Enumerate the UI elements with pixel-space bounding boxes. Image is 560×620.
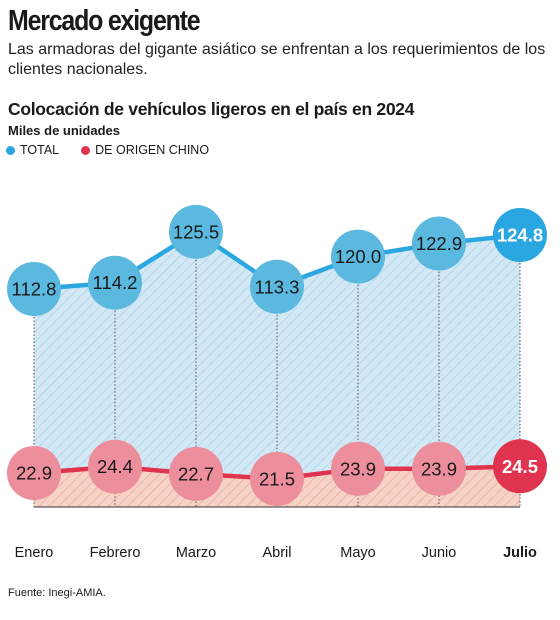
legend-dot-chinese-origin — [81, 145, 91, 155]
data-marker — [7, 446, 61, 500]
data-label: 21.5 — [259, 468, 295, 489]
source-note: Fuente: Inegi-AMIA. — [8, 587, 106, 599]
data-label: 23.9 — [340, 458, 376, 479]
data-marker — [493, 208, 547, 262]
data-marker — [331, 441, 385, 496]
data-point: 114.2 — [88, 255, 142, 310]
data-label: 122.9 — [416, 233, 462, 254]
legend-item-total: TOTAL — [6, 143, 59, 157]
data-marker — [88, 439, 142, 494]
data-point: 23.9 — [412, 441, 466, 496]
data-label: 22.7 — [178, 463, 214, 484]
data-marker — [331, 229, 385, 284]
legend-dot-total — [6, 145, 15, 155]
data-marker — [169, 446, 223, 501]
data-marker — [250, 451, 304, 506]
legend: TOTAL DE ORIGEN CHINO — [6, 143, 231, 157]
data-label: 24.5 — [502, 456, 538, 477]
data-point: 22.7 — [169, 446, 223, 501]
data-point: 22.9 — [7, 446, 61, 500]
data-label: 125.5 — [173, 221, 219, 242]
data-label: 23.9 — [421, 458, 457, 479]
data-marker — [412, 216, 466, 271]
page-title: Mercado exigente — [8, 5, 201, 37]
legend-label-total: TOTAL — [20, 143, 60, 157]
data-label: 114.2 — [93, 272, 138, 293]
data-point: 120.0 — [331, 229, 385, 284]
data-point: 122.9 — [412, 216, 466, 271]
data-label: 24.4 — [97, 456, 133, 477]
data-point: 125.5 — [169, 204, 223, 259]
data-point: 112.8 — [7, 262, 61, 316]
data-marker — [412, 441, 466, 496]
data-marker — [88, 255, 142, 310]
legend-label-chinese-origin: DE ORIGEN CHINO — [95, 143, 210, 157]
data-label: 112.8 — [12, 279, 57, 300]
data-marker — [493, 439, 547, 494]
legend-item-chinese-origin: DE ORIGEN CHINO — [81, 143, 209, 157]
x-tick-label: Julio — [503, 545, 537, 561]
x-tick-label: Mayo — [340, 545, 375, 561]
data-marker — [250, 259, 304, 314]
x-tick-label: Junio — [422, 545, 457, 561]
x-tick-label: Abril — [262, 545, 291, 561]
x-tick-label: Marzo — [176, 545, 216, 561]
area-total — [34, 231, 520, 507]
data-marker — [7, 262, 61, 316]
x-tick-label: Enero — [15, 545, 54, 561]
data-marker — [169, 204, 223, 259]
data-label: 124.8 — [497, 225, 543, 246]
unit-label: Miles de unidades — [8, 123, 120, 138]
data-point: 23.9 — [331, 441, 385, 496]
page-subtitle: Las armadoras del gigante asiático se en… — [8, 41, 546, 78]
data-label: 120.0 — [335, 246, 381, 267]
data-point: 24.5 — [493, 439, 547, 494]
data-point: 113.3 — [250, 259, 304, 314]
data-point: 21.5 — [250, 451, 304, 506]
data-label: 22.9 — [16, 463, 52, 484]
data-point: 124.8 — [493, 208, 547, 262]
x-tick-label: Febrero — [90, 545, 141, 561]
data-point: 24.4 — [88, 439, 142, 494]
data-label: 113.3 — [255, 276, 300, 297]
chart-title: Colocación de vehículos ligeros en el pa… — [8, 99, 415, 119]
